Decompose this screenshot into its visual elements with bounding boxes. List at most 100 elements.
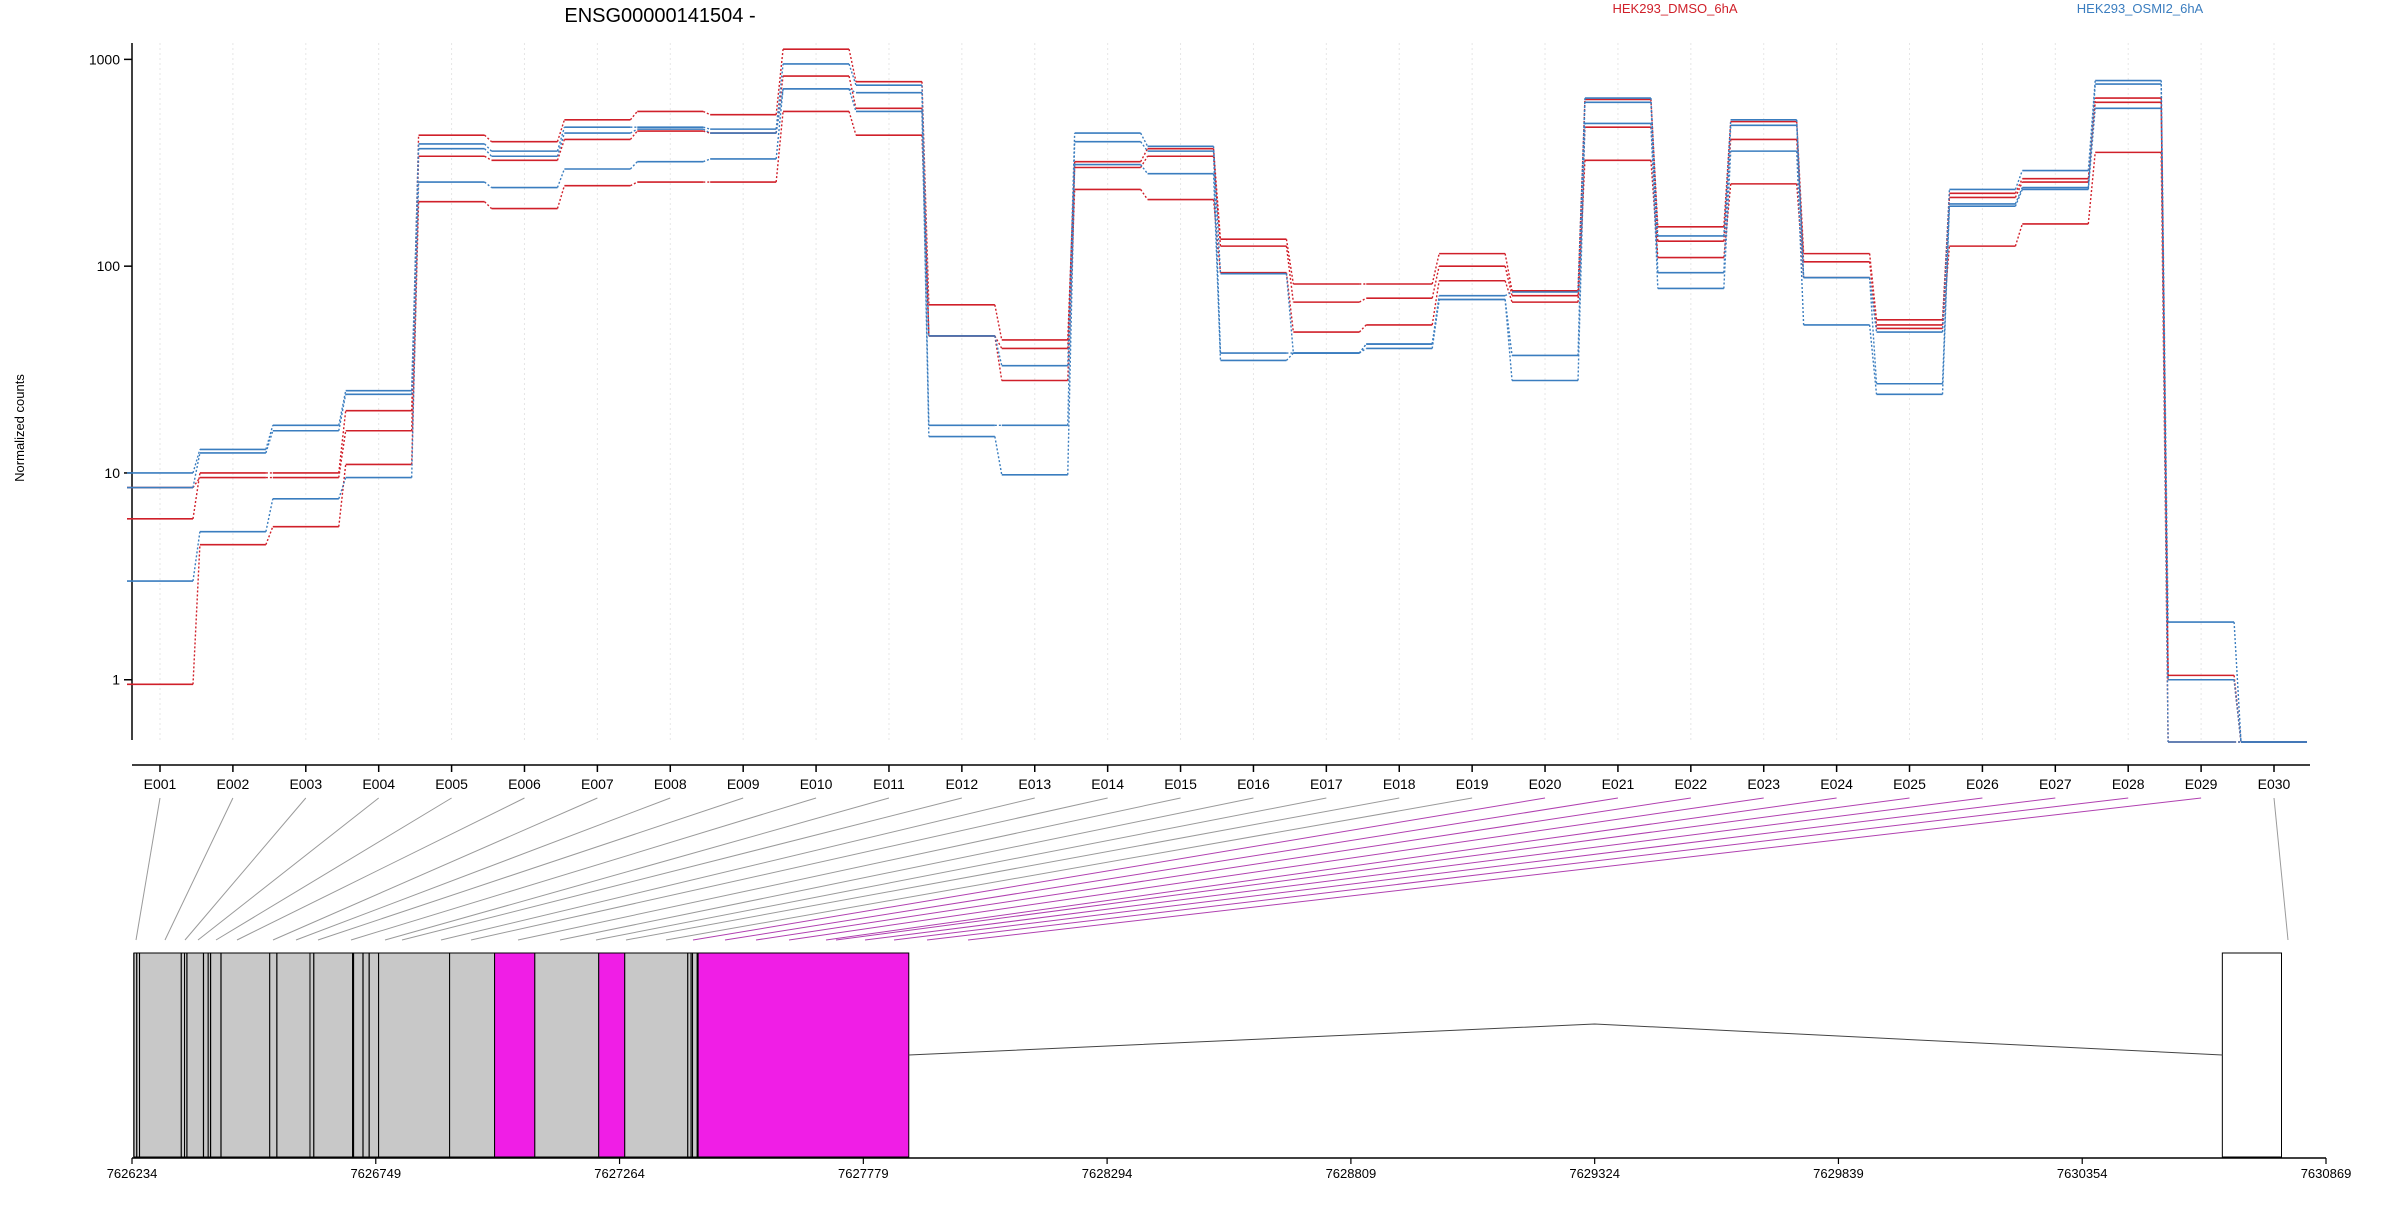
series-connector (994, 335, 1003, 366)
genomic-tick-label: 7629839 (1813, 1166, 1864, 1181)
series-connector (2160, 102, 2169, 680)
series-connector (338, 477, 347, 500)
x-tick-label: E003 (289, 776, 322, 792)
exon-connector (2273, 797, 2289, 941)
series-connector (265, 498, 274, 532)
series-HEK293_OSMI2_6hA (127, 88, 2307, 743)
series-connector (1285, 239, 1295, 285)
x-tick-label: E027 (2039, 776, 2072, 792)
series-connector (775, 63, 784, 130)
series-connector (1868, 253, 1878, 320)
series-connector (556, 185, 566, 209)
series-connector (265, 430, 274, 454)
exon-connector (724, 797, 1619, 941)
gene-model (133, 952, 2283, 1158)
x-tick-label: E005 (435, 776, 468, 792)
series-connector (921, 85, 930, 336)
genomic-tick-label: 7627264 (594, 1166, 645, 1181)
series-connector (1285, 272, 1295, 333)
x-tick-label: E017 (1310, 776, 1343, 792)
exon-block (269, 952, 311, 1158)
series-connector (1504, 299, 1513, 381)
exon-connector (788, 797, 1764, 941)
series-connector (848, 49, 857, 82)
series-connector (192, 452, 201, 488)
series-connector (1723, 125, 1732, 273)
legend-label-osmi: HEK293_OSMI2_6hA (2077, 1, 2204, 16)
exon-connector (665, 797, 1473, 941)
series-connector (629, 130, 638, 140)
exon-connector (350, 797, 817, 941)
series-connector (1431, 299, 1440, 345)
exon-block (697, 952, 910, 1158)
series-connector (1504, 291, 1513, 297)
exon-connector (197, 797, 379, 941)
series-connector (1723, 139, 1732, 242)
y-axis-label: Normalized counts (12, 374, 27, 482)
series-connector (703, 158, 711, 163)
x-tick-label: E025 (1893, 776, 1926, 792)
genomic-tick-label: 7629324 (1569, 1166, 1620, 1181)
x-tick-label: E020 (1529, 776, 1562, 792)
exon-connector (135, 797, 161, 941)
series-connector (192, 449, 201, 474)
exon-connector (825, 797, 1837, 941)
series-lines (127, 48, 2307, 743)
series-connector (1285, 352, 1294, 361)
series-HEK293_DMSO_6hA (127, 48, 2307, 743)
series-connector (484, 181, 492, 189)
series-connector (848, 88, 857, 94)
series-connector (1650, 99, 1659, 227)
x-tick-label: E019 (1456, 776, 1489, 792)
series-connector (265, 425, 274, 450)
x-tick-label: E023 (1747, 776, 1780, 792)
series-HEK293_DMSO_6hA (127, 110, 2307, 743)
series-connector (1212, 173, 1222, 361)
x-tick-label: E013 (1018, 776, 1051, 792)
series-connector (1431, 299, 1440, 349)
exon-connector (926, 797, 2129, 941)
series-connector (1650, 123, 1659, 289)
exon-connector (184, 797, 307, 941)
series-connector (994, 304, 1003, 341)
exon-connector (317, 797, 744, 941)
exon-connectors (135, 797, 2289, 941)
x-axis: E001 E002 E003 E004 E005 E006 E007 E008 E009 E010… (132, 764, 2310, 792)
x-tick-label: E030 (2258, 776, 2291, 792)
series-connector (1723, 183, 1732, 258)
exon-block (624, 952, 692, 1158)
series-connector (410, 148, 420, 395)
series-connector (1650, 102, 1659, 273)
exon-connector (517, 797, 1181, 941)
series-connector (2014, 189, 2023, 207)
x-tick-label: E024 (1820, 776, 1853, 792)
exon-block (378, 952, 451, 1158)
genomic-tick-label: 7628809 (1326, 1166, 1377, 1181)
series-connector (1431, 253, 1440, 285)
exon-connector (559, 797, 1254, 941)
series-connector (2160, 108, 2169, 743)
series-connector (192, 544, 201, 685)
series-connector (484, 134, 492, 143)
series-connector (338, 390, 347, 426)
series-connector (556, 132, 566, 157)
grid-lines (159, 43, 2275, 742)
exon-connector (440, 797, 1035, 941)
exon-connector (595, 797, 1327, 941)
x-tick-label: E022 (1674, 776, 1707, 792)
exon-connector (692, 797, 1546, 941)
genomic-tick-label: 7626749 (350, 1166, 401, 1181)
series-connector (1796, 151, 1805, 325)
exon-connector (164, 797, 234, 941)
exon-block (494, 952, 536, 1158)
x-tick-label: E014 (1091, 776, 1124, 792)
y-tick-label: 1 (112, 672, 120, 688)
x-tick-label: E008 (654, 776, 687, 792)
series-connector (848, 75, 857, 109)
series-connector (703, 126, 711, 130)
exon-block (184, 952, 209, 1158)
series-connector (1358, 347, 1367, 354)
x-tick-label: E016 (1237, 776, 1270, 792)
x-tick-label: E012 (946, 776, 979, 792)
x-tick-label: E018 (1383, 776, 1416, 792)
